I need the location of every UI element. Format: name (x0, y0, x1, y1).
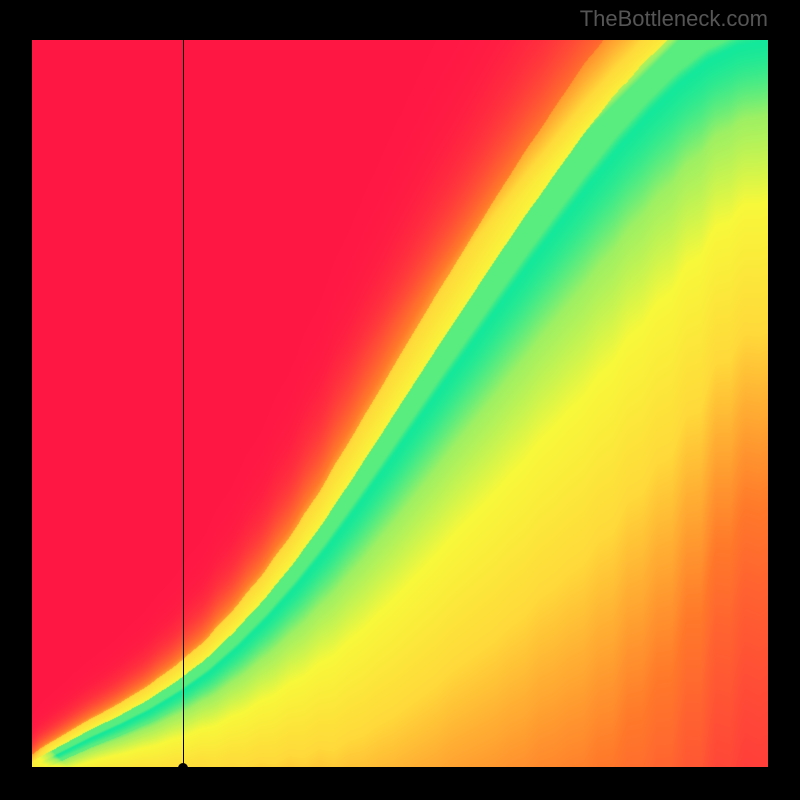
marker-vertical-line (183, 40, 184, 768)
heatmap-canvas (32, 40, 768, 768)
marker-horizontal-line (32, 767, 768, 768)
marker-dot (178, 763, 188, 773)
bottleneck-heatmap (32, 40, 768, 768)
attribution-text: TheBottleneck.com (580, 6, 768, 32)
